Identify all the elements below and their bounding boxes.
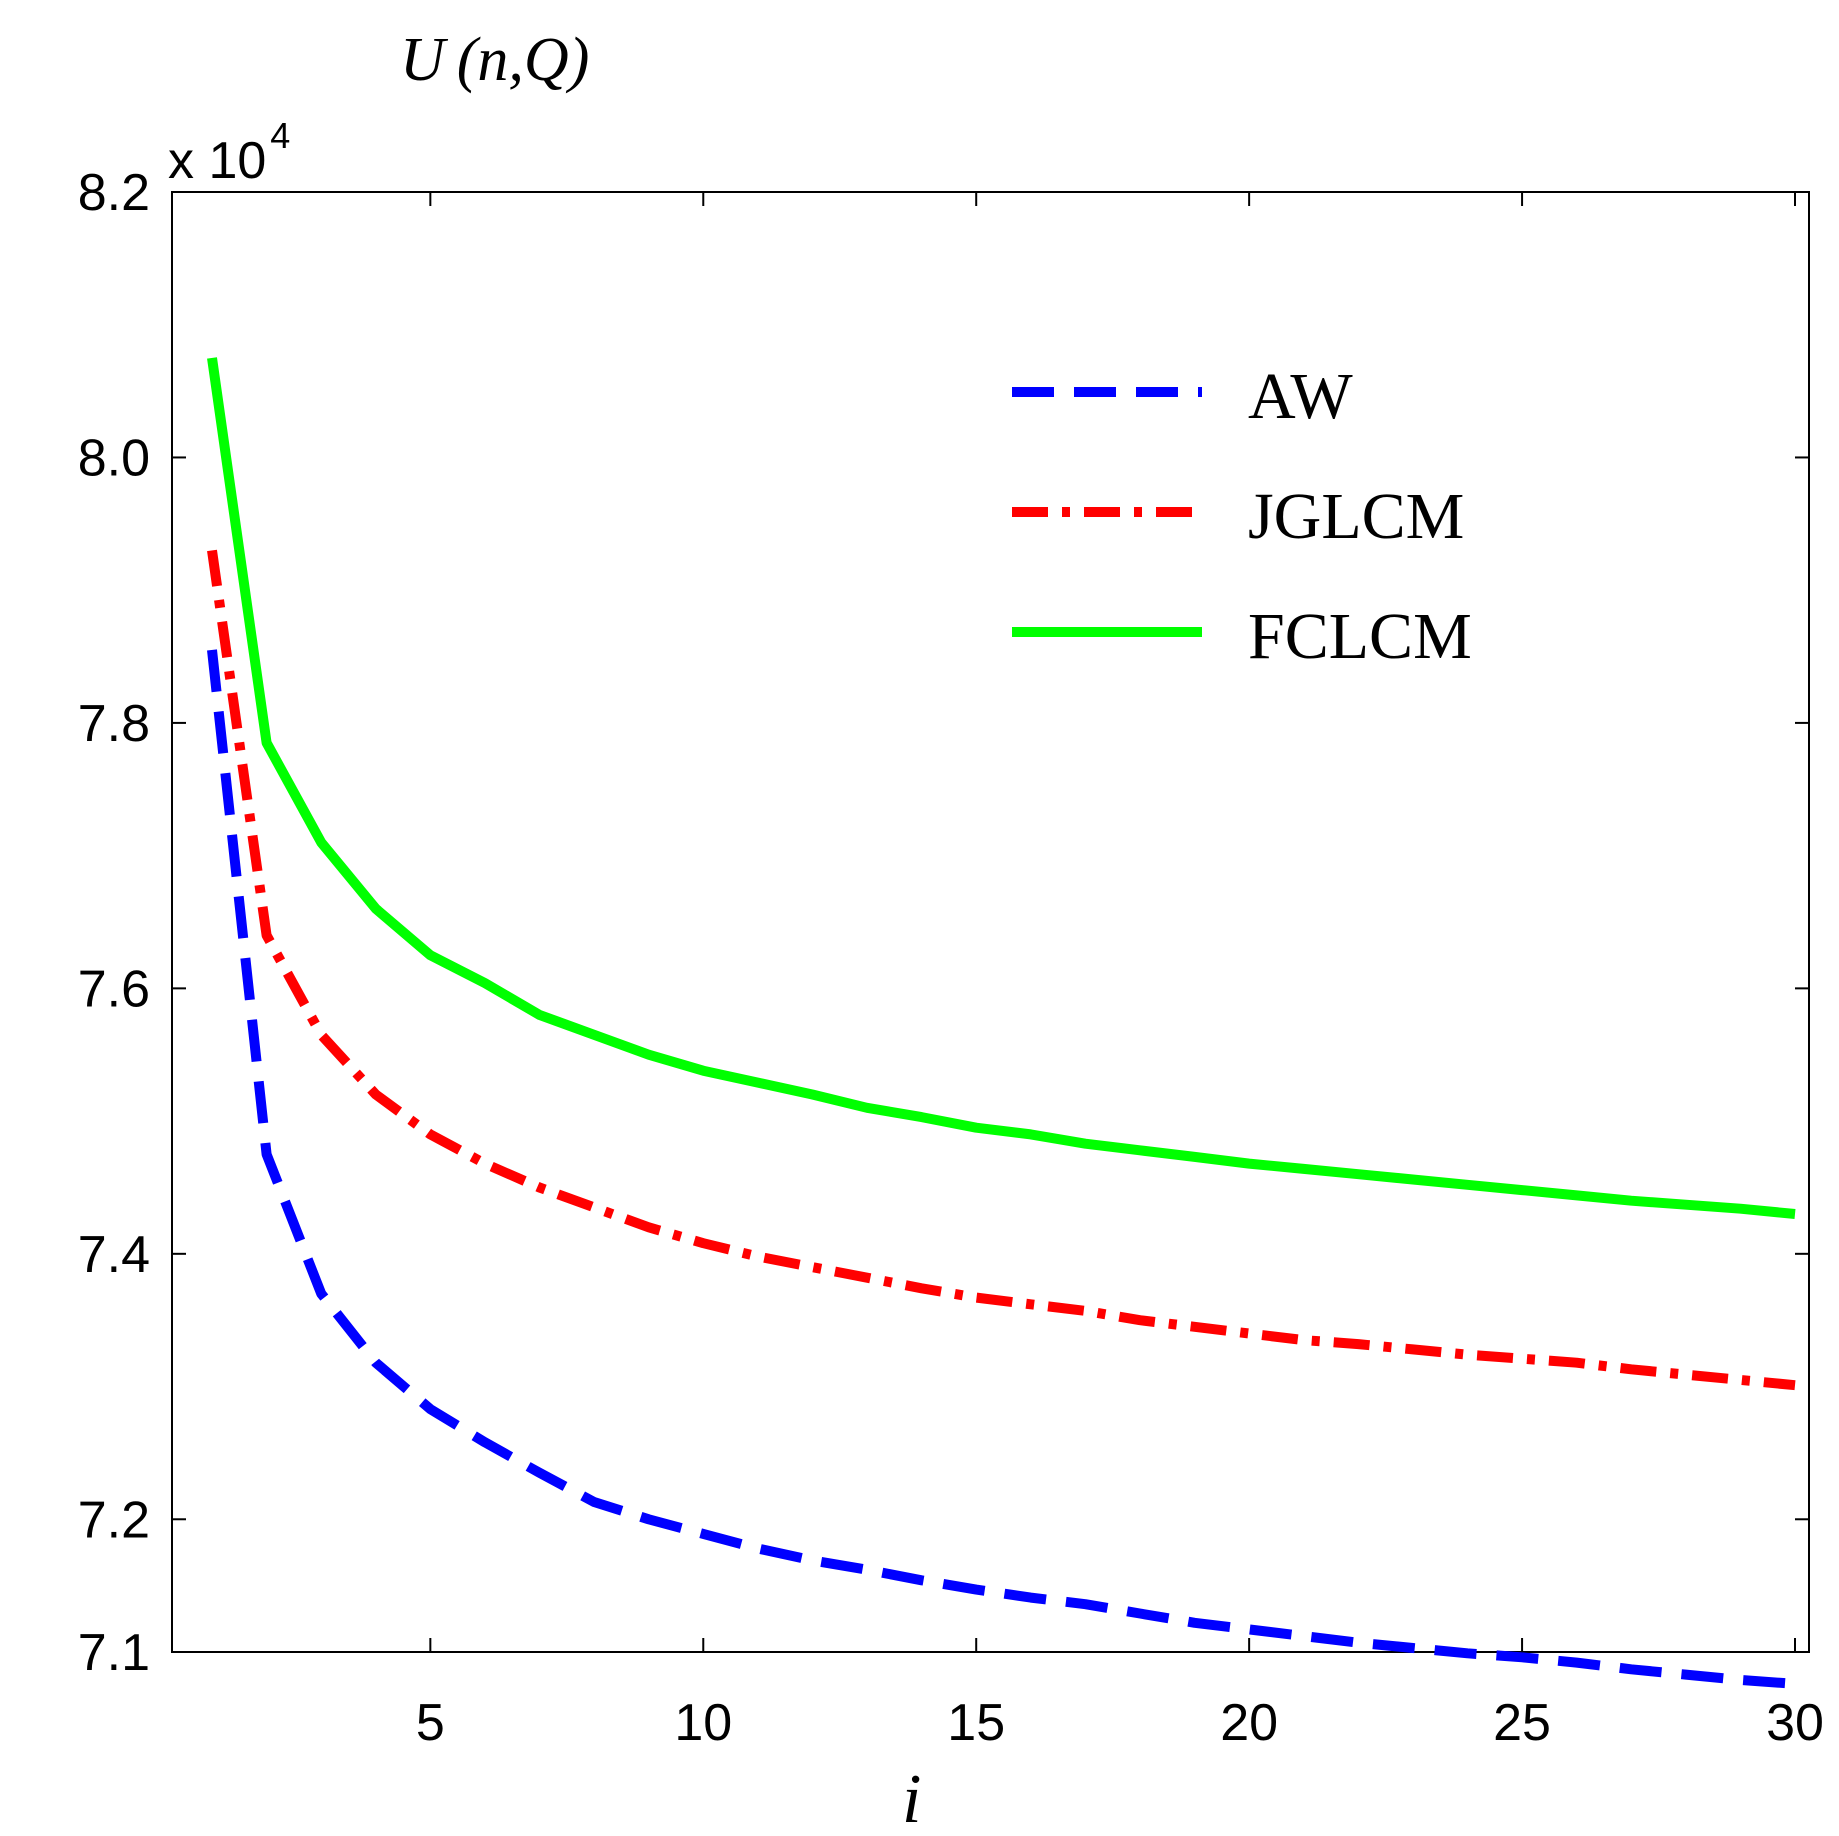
legend: AW JGLCM FCLCM	[1012, 360, 1472, 673]
legend-label-fclcm: FCLCM	[1248, 600, 1472, 673]
data-series	[207, 357, 1796, 1689]
legend-label-aw: AW	[1248, 360, 1353, 433]
y-axis-label-args: (n,Q)	[457, 26, 590, 94]
x-tick-label: 10	[674, 1694, 732, 1752]
axis-ticks: 5 10 15 20 25 30 7.1 7.2 7.4 7.6 7.8 8.0 8.2	[78, 164, 1824, 1752]
y-tick-label: 7.1	[78, 1624, 150, 1682]
axis-multiplier-exponent: 4	[270, 115, 290, 156]
y-tick-label: 7.2	[78, 1491, 150, 1549]
x-tick-label: 30	[1766, 1694, 1824, 1752]
y-axis-label: U (n,Q)	[400, 26, 589, 94]
x-axis-label: i	[902, 1761, 921, 1836]
x-tick-label: 5	[416, 1694, 445, 1752]
x-tick-label: 20	[1220, 1694, 1278, 1752]
x-tick-label: 25	[1493, 1694, 1551, 1752]
y-tick-label: 7.6	[78, 960, 150, 1018]
axis-multiplier: x 10 4	[168, 115, 290, 190]
series-line-jglcm	[207, 549, 1796, 1391]
y-tick-label: 7.4	[78, 1226, 150, 1284]
x-tick-label: 15	[947, 1694, 1005, 1752]
series-line-aw	[207, 649, 1796, 1689]
legend-label-jglcm: JGLCM	[1248, 480, 1464, 553]
axes	[171, 191, 1810, 1653]
y-axis-label-main: U	[400, 26, 449, 94]
plot-frame	[171, 191, 1810, 1653]
y-tick-label: 7.8	[78, 695, 150, 753]
series-line-fclcm	[207, 357, 1796, 1219]
y-tick-label: 8.2	[78, 164, 150, 222]
y-tick-label: 8.0	[78, 429, 150, 487]
axis-multiplier-base: x 10	[168, 132, 266, 190]
